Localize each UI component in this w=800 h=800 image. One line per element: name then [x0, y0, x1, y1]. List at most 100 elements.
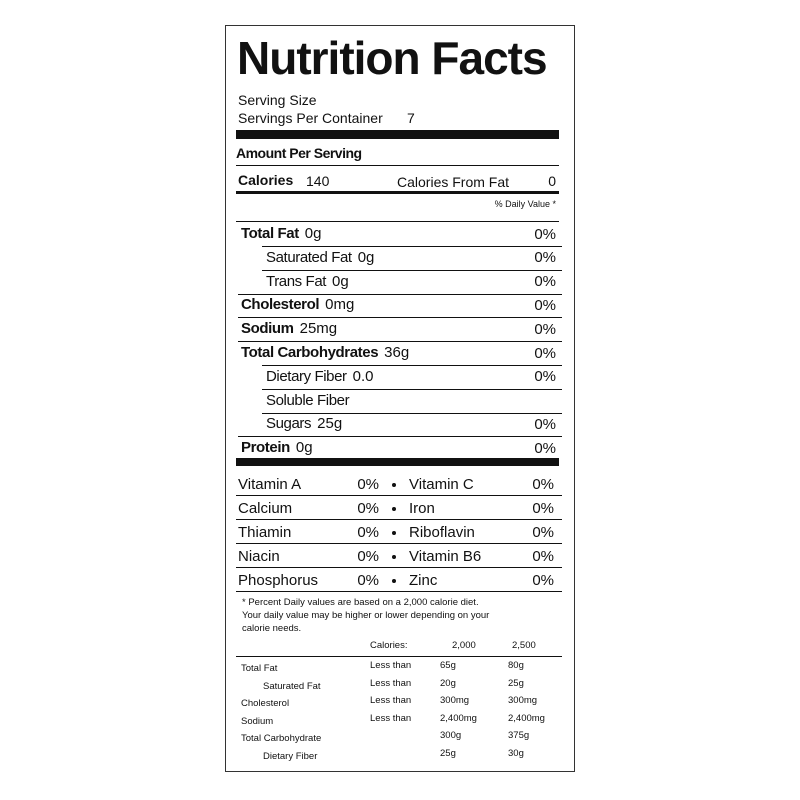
ref-value: 300mg	[440, 695, 470, 707]
nutrient-dv: 0%	[534, 415, 556, 433]
vitamin-name: Phosphorus	[238, 571, 319, 589]
ref-value: 300mg	[508, 695, 538, 707]
nutrient-row: Total Fat 0g	[241, 226, 321, 241]
nutrient-label: Trans Fat	[266, 272, 327, 290]
bullet	[392, 483, 396, 487]
nutrient-amount: 0g	[357, 248, 375, 266]
vitamin-name: Vitamin C	[409, 475, 474, 493]
nutrient-amount: 0g	[304, 225, 322, 242]
nutrient-label: Protein	[241, 439, 290, 457]
footnote: * Percent Daily values are based on a 2,…	[242, 597, 479, 609]
vitamin-name: Zinc	[409, 571, 438, 589]
vitamin-dv: 0%	[532, 499, 554, 517]
nutrient-label: Total Fat	[241, 225, 299, 242]
ref-value: 25g	[440, 747, 456, 759]
nutrient-amount: 0mg	[325, 296, 355, 314]
rule	[236, 458, 559, 466]
amount-per-serving: Amount Per Serving	[236, 145, 362, 161]
ref-qualifier: Less than	[370, 660, 412, 672]
rule	[262, 246, 562, 247]
nutrient-label: Total Carbohydrates	[241, 344, 379, 361]
ref-value: 2,400mg	[508, 712, 545, 724]
nutrient-dv: 0%	[534, 249, 556, 267]
vitamin-name: Vitamin B6	[409, 547, 482, 565]
vitamin-name: Riboflavin	[409, 523, 475, 541]
nutrient-amount: 0g	[295, 439, 313, 457]
footnote: Your daily value may be higher or lower …	[242, 610, 490, 622]
bullet	[392, 555, 396, 559]
nutrient-dv: 0%	[534, 368, 556, 386]
bullet	[392, 579, 396, 583]
vitamin-dv: 0%	[532, 475, 554, 493]
nutrient-label: Saturated Fat	[266, 248, 352, 266]
nutrient-label: Dietary Fiber	[266, 367, 347, 385]
daily-value-header: % Daily Value *	[494, 198, 556, 209]
vitamin-dv: 0%	[532, 571, 554, 589]
nutrient-row: Saturated Fat 0g	[266, 250, 374, 265]
nutrient-amount: 0.0	[352, 367, 374, 385]
vitamin-name: Thiamin	[238, 523, 292, 541]
title: Nutrition Facts	[237, 32, 548, 84]
nutrient-row: Cholesterol 0mg	[241, 297, 354, 312]
ref-value: 30g	[508, 747, 524, 759]
rule	[238, 293, 562, 295]
bullet	[392, 531, 396, 535]
nutrient-dv: 0%	[534, 225, 556, 243]
ref-label: Total Carbohydrate	[241, 733, 322, 745]
nutrient-row: Trans Fat 0g	[266, 274, 349, 289]
nutrient-label: Sodium	[241, 320, 294, 338]
ref-header: 2,500	[512, 640, 536, 652]
ref-label: Saturated Fat	[263, 680, 321, 692]
rule	[262, 388, 562, 390]
ref-value: 300g	[440, 730, 462, 742]
rule	[236, 130, 559, 139]
footnote: calorie needs.	[242, 623, 302, 635]
nutrient-row: Protein 0g	[241, 440, 313, 455]
rule	[236, 519, 562, 520]
nutrient-label: Sugars	[266, 415, 312, 433]
nutrient-dv: 0%	[534, 296, 556, 314]
nutrient-amount: 0g	[332, 272, 349, 290]
ref-header: 2,000	[452, 640, 476, 652]
nutrient-row: Soluble Fiber	[266, 391, 350, 409]
ref-qualifier: Less than	[370, 695, 412, 707]
vitamin-dv: 0%	[357, 547, 379, 565]
vitamin-dv: 0%	[532, 547, 554, 565]
calories-from-fat-value: 0	[548, 173, 556, 189]
ref-value: 20g	[440, 677, 456, 689]
rule	[236, 567, 562, 568]
rule	[236, 165, 559, 166]
ref-value: 80g	[508, 660, 524, 672]
ref-label: Sodium	[241, 715, 274, 727]
rule	[238, 436, 562, 438]
vitamin-name: Calcium	[238, 499, 293, 517]
nutrient-dv: 0%	[534, 273, 556, 291]
ref-header: Calories:	[370, 640, 408, 652]
vitamin-dv: 0%	[357, 523, 379, 541]
calories-label: Calories	[238, 172, 294, 188]
nutrient-label: Cholesterol	[241, 296, 320, 314]
vitamin-dv: 0%	[357, 499, 379, 517]
nutrient-amount: 25mg	[299, 320, 338, 338]
servings-value: 7	[407, 110, 415, 126]
nutrient-amount: 25g	[317, 415, 343, 433]
rule	[236, 543, 562, 544]
calories-value: 140	[306, 173, 330, 189]
rule	[238, 317, 562, 319]
ref-value: 25g	[508, 677, 524, 689]
rule	[236, 656, 562, 657]
nutrient-dv: 0%	[534, 320, 556, 338]
nutrient-row: Sodium 25mg	[241, 321, 337, 336]
ref-qualifier: Less than	[370, 677, 412, 689]
nutrient-row: Sugars 25g	[266, 416, 342, 431]
label-border	[225, 25, 575, 772]
ref-value: 375g	[508, 730, 530, 742]
rule	[262, 365, 562, 366]
vitamin-name: Iron	[409, 499, 435, 517]
nutrient-dv: 0%	[534, 439, 556, 457]
ref-label: Dietary Fiber	[263, 750, 318, 762]
nutrient-label: Soluble Fiber	[266, 391, 350, 409]
nutrient-amount: 36g	[384, 344, 410, 361]
nutrient-row: Dietary Fiber 0.0	[266, 369, 374, 384]
